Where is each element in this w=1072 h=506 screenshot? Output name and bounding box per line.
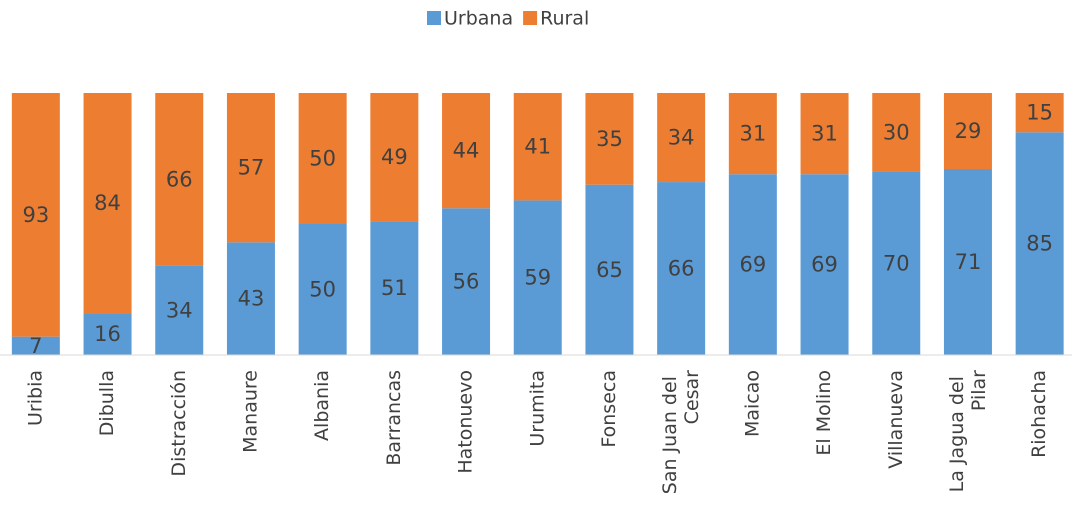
- bar-segment: [370, 93, 419, 222]
- bar-segment: [442, 93, 491, 209]
- data-label: 15: [1026, 101, 1053, 125]
- data-label: 43: [238, 287, 265, 311]
- data-label: 41: [524, 135, 551, 159]
- legend-label: Rural: [540, 8, 589, 30]
- bar-segment: [1015, 132, 1064, 355]
- data-label: 69: [811, 253, 838, 277]
- x-tick-label: Dibulla: [96, 370, 118, 436]
- bar-segment: [226, 242, 275, 355]
- bar-segment: [83, 93, 132, 314]
- bar-segment: [370, 221, 419, 355]
- bar-segment: [872, 171, 921, 355]
- data-label: 31: [811, 122, 838, 146]
- x-tick-label: Fonseca: [598, 370, 620, 448]
- bar-segment: [442, 208, 491, 355]
- bar-segment: [800, 93, 849, 175]
- data-label: 34: [166, 298, 193, 322]
- bar-segment: [728, 93, 777, 175]
- data-label: 70: [883, 251, 910, 275]
- bar-segment: [298, 224, 347, 355]
- data-label: 66: [668, 257, 695, 281]
- x-tick-label: Uribia: [24, 370, 46, 426]
- x-tick-label: El Molino: [813, 370, 835, 456]
- data-label: 56: [453, 270, 480, 294]
- data-label: 59: [524, 266, 551, 290]
- bar-segment: [11, 93, 60, 337]
- bar-segment: [513, 93, 562, 201]
- legend-label: Urbana: [444, 8, 513, 30]
- data-label: 93: [22, 203, 49, 227]
- x-tick-label: Manaure: [239, 370, 261, 453]
- x-tick-label: Maicao: [741, 370, 763, 437]
- bar-segment: [800, 174, 849, 355]
- data-label: 7: [29, 334, 42, 358]
- bar-segment: [1015, 93, 1064, 133]
- x-tick-label: Barrancas: [383, 370, 405, 466]
- bar-segment: [728, 174, 777, 355]
- data-label: 44: [453, 139, 480, 163]
- bar-segment: [11, 336, 60, 355]
- bar-segment: [155, 265, 204, 355]
- bar-segment: [657, 93, 706, 183]
- data-label: 35: [596, 127, 623, 151]
- x-tick-label: Hatonuevo: [455, 370, 477, 474]
- data-label: 49: [381, 145, 408, 169]
- bar-segment: [872, 93, 921, 172]
- data-label: 84: [94, 191, 121, 215]
- data-label: 50: [309, 278, 336, 302]
- bar-segment: [513, 200, 562, 355]
- x-tick-label: San Juan del Cesar: [659, 370, 703, 494]
- bar-segment: [155, 93, 204, 266]
- x-tick-label: La Jagua del Pilar: [945, 370, 989, 493]
- x-tick-label: Riohacha: [1028, 370, 1050, 458]
- bar-segment: [226, 93, 275, 243]
- legend-swatch: [427, 11, 441, 25]
- data-label: 16: [94, 322, 121, 346]
- x-tick-label: Urumita: [526, 370, 548, 447]
- data-label: 31: [739, 122, 766, 146]
- legend-swatch: [523, 11, 538, 25]
- bar-segment: [298, 93, 347, 224]
- x-tick-label: Albania: [311, 370, 333, 441]
- bar-segment: [585, 93, 634, 185]
- data-label: 71: [955, 250, 982, 274]
- data-label: 34: [668, 126, 695, 150]
- bar-segment: [83, 313, 132, 355]
- data-label: 30: [883, 120, 910, 144]
- x-tick-label: Villanueva: [885, 370, 907, 469]
- data-label: 29: [955, 119, 982, 143]
- data-label: 50: [309, 147, 336, 171]
- data-label: 69: [739, 253, 766, 277]
- bar-segment: [657, 182, 706, 355]
- data-label: 66: [166, 167, 193, 191]
- data-label: 65: [596, 258, 623, 282]
- x-tick-label: Distracción: [168, 370, 190, 477]
- data-label: 57: [238, 156, 265, 180]
- bar-segment: [943, 93, 992, 169]
- bar-segment: [943, 168, 992, 355]
- bar-segment: [585, 184, 634, 355]
- data-label: 51: [381, 276, 408, 300]
- data-label: 85: [1026, 232, 1053, 256]
